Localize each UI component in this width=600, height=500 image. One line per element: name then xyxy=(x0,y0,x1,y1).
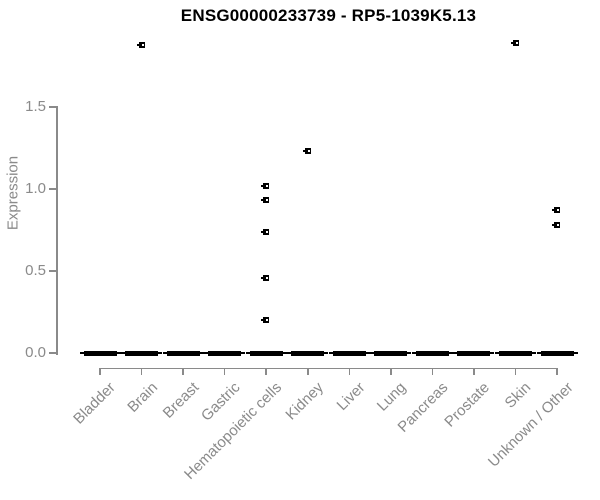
outlier-point xyxy=(261,197,270,204)
zero-expression-bar xyxy=(499,350,532,356)
zero-expression-bar xyxy=(457,350,491,356)
zero-expression-bar xyxy=(332,350,366,356)
y-tick-mark xyxy=(48,270,57,272)
y-tick-label: 0.0 xyxy=(25,344,46,361)
x-tick-mark xyxy=(348,368,351,375)
zero-expression-bar xyxy=(540,350,574,356)
x-tick-mark xyxy=(99,368,101,375)
y-tick-mark xyxy=(48,188,57,190)
outlier-point xyxy=(552,222,561,229)
zero-expression-bar xyxy=(415,350,449,356)
x-tick-mark xyxy=(307,368,309,375)
x-tick-mark xyxy=(390,368,392,375)
y-axis-line xyxy=(56,106,58,355)
x-tick-mark xyxy=(473,368,475,375)
x-tick-mark xyxy=(223,368,226,375)
x-tick-label: Brain xyxy=(123,379,161,416)
outlier-point xyxy=(302,148,311,155)
outlier-point xyxy=(261,274,270,281)
x-tick-mark xyxy=(556,368,558,375)
x-tick-label: Liver xyxy=(333,379,369,415)
x-tick-label: Prostate xyxy=(441,379,493,431)
outlier-point xyxy=(261,228,270,235)
x-tick-mark xyxy=(265,368,267,375)
outlier-point xyxy=(136,41,145,48)
zero-expression-bar xyxy=(249,350,283,356)
zero-expression-bar xyxy=(208,350,242,356)
zero-expression-bar xyxy=(125,350,159,356)
x-tick-mark xyxy=(140,368,143,375)
x-tick-label: Kidney xyxy=(282,379,327,424)
x-tick-label: Lung xyxy=(374,379,410,415)
x-tick-label: Breast xyxy=(159,379,203,422)
x-tick-mark xyxy=(514,368,517,375)
x-tick-label: Skin xyxy=(501,379,535,412)
outlier-point xyxy=(261,182,270,189)
x-tick-mark xyxy=(431,368,434,375)
outlier-point xyxy=(510,40,519,47)
x-tick-mark xyxy=(182,368,184,375)
outlier-point xyxy=(552,207,561,214)
y-tick-label: 0.5 xyxy=(25,262,46,279)
x-tick-label: Bladder xyxy=(70,379,120,428)
y-tick-label: 1.0 xyxy=(25,180,46,197)
zero-expression-bar xyxy=(374,350,408,356)
zero-expression-bar xyxy=(166,350,200,356)
y-tick-label: 1.5 xyxy=(25,98,46,115)
chart-title: ENSG00000233739 - RP5-1039K5.13 xyxy=(180,6,477,25)
y-tick-mark xyxy=(48,106,57,108)
x-axis-line xyxy=(99,367,558,369)
zero-expression-bar xyxy=(291,350,325,356)
zero-expression-bar xyxy=(83,350,117,356)
y-tick-mark xyxy=(48,352,57,354)
outlier-point xyxy=(261,317,270,324)
